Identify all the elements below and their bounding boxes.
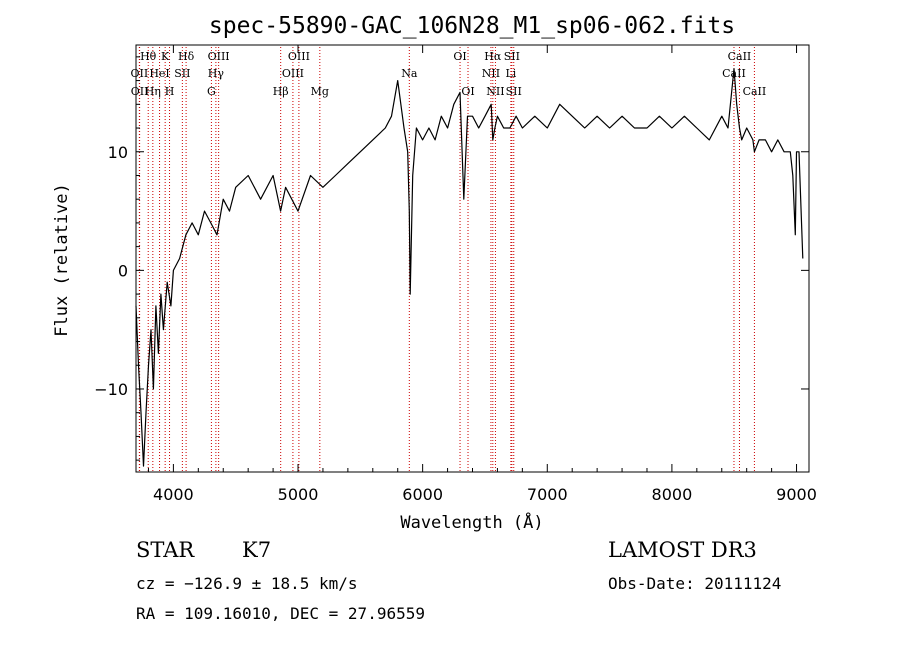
subclass: K7 xyxy=(242,538,271,562)
spectral-line-label-8: Hδ xyxy=(178,50,195,63)
spectral-line-label-22: Li xyxy=(505,67,516,80)
spectral-line-label-21: NII xyxy=(482,67,500,80)
chart-title: spec-55890-GAC_106N28_M1_sp06-062.fits xyxy=(209,13,735,39)
spectral-line-label-27: CaII xyxy=(743,85,767,98)
spectral-line-label-23: NII xyxy=(486,85,504,98)
y-tick-label-0: −10 xyxy=(94,380,128,399)
survey-name: LAMOST DR3 xyxy=(608,538,757,562)
spectral-line-labels: Hθ OII OII K HeI Hη SII H Hδ OIII Hγ G OIII OIII Hβ Mg N… xyxy=(131,50,767,98)
spectral-line-label-17: OI xyxy=(453,50,466,63)
x-tick-label-5: 9000 xyxy=(776,485,817,504)
spectral-line-label-19: Hα xyxy=(484,50,502,63)
x-axis-title: Wavelength (Å) xyxy=(400,511,543,533)
spectral-line-label-1: OII xyxy=(131,67,149,80)
spectral-line-label-16: Na xyxy=(401,67,418,80)
y-tick-label-1: 0 xyxy=(118,261,128,280)
x-tick-label-2: 6000 xyxy=(402,485,443,504)
observation-date: Obs-Date: 20111124 xyxy=(608,574,781,593)
spectral-line-label-9: OIII xyxy=(208,50,230,63)
x-tick-label-0: 4000 xyxy=(153,485,194,504)
y-tick-label-2: 10 xyxy=(108,143,128,162)
flux-series xyxy=(135,68,804,467)
spectral-line-label-20: SII xyxy=(504,50,520,63)
x-tick-label-3: 7000 xyxy=(527,485,568,504)
x-tick-label-4: 8000 xyxy=(652,485,693,504)
spectral-line-markers xyxy=(138,47,755,472)
spectral-line-label-25: CaII xyxy=(728,50,752,63)
flux-line-0 xyxy=(135,68,804,467)
coordinates: RA = 109.16010, DEC = 27.96559 xyxy=(136,604,425,623)
x-axis-ticks: 4000 5000 6000 7000 8000 9000 xyxy=(147,45,817,504)
plot-frame xyxy=(135,44,810,473)
spectral-line-label-5: Hη xyxy=(145,85,161,98)
spectral-line-label-2: OII xyxy=(131,85,149,98)
spectral-line-label-14: Hβ xyxy=(273,85,289,98)
object-class: STAR xyxy=(136,538,195,562)
spectral-line-label-12: OIII xyxy=(288,50,310,63)
spectral-line-label-18: OI xyxy=(461,85,474,98)
spectral-line-label-15: Mg xyxy=(311,85,329,98)
spectral-line-label-7: H xyxy=(165,85,175,98)
spectral-line-label-6: SII xyxy=(174,67,190,80)
spectral-line-label-13: OIII xyxy=(282,67,304,80)
x-tick-label-1: 5000 xyxy=(278,485,319,504)
spectral-line-label-10: Hγ xyxy=(208,67,225,80)
spectral-line-label-24: SII xyxy=(506,85,522,98)
spectral-line-label-11: G xyxy=(207,85,216,98)
spectral-line-label-4: HeI xyxy=(149,67,169,80)
spectral-line-label-0: Hθ xyxy=(140,50,157,63)
spectral-line-label-3: K xyxy=(161,50,170,63)
redshift-velocity: cz = −126.9 ± 18.5 km/s xyxy=(136,574,358,593)
y-axis-title: Flux (relative) xyxy=(52,183,72,337)
y-axis-ticks: −10 0 10 xyxy=(94,56,809,461)
